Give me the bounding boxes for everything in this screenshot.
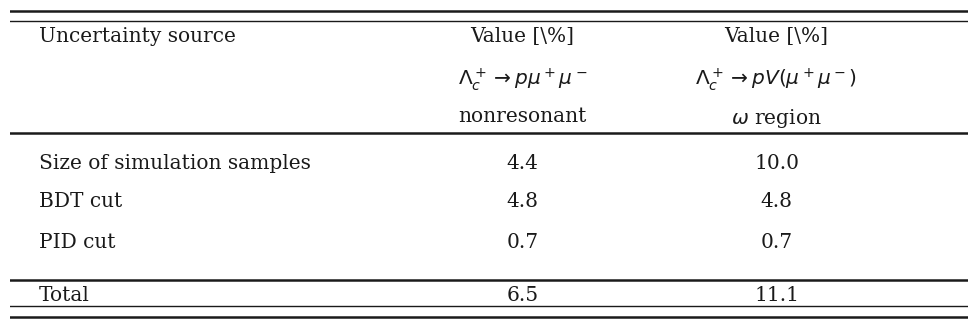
Text: $\omega$ region: $\omega$ region [731, 107, 821, 130]
Text: 6.5: 6.5 [506, 286, 538, 305]
Text: Total: Total [38, 286, 89, 305]
Text: $\Lambda_c^+ \to pV(\mu^+\mu^-)$: $\Lambda_c^+ \to pV(\mu^+\mu^-)$ [695, 66, 857, 93]
Text: 4.4: 4.4 [506, 154, 538, 173]
Text: $\Lambda_c^+ \to p\mu^+\mu^-$: $\Lambda_c^+ \to p\mu^+\mu^-$ [457, 66, 587, 93]
Text: 11.1: 11.1 [753, 286, 798, 305]
Text: 10.0: 10.0 [753, 154, 798, 173]
Text: Uncertainty source: Uncertainty source [38, 27, 235, 46]
Text: Value [\%]: Value [\%] [724, 27, 828, 46]
Text: PID cut: PID cut [38, 232, 115, 251]
Text: 4.8: 4.8 [760, 193, 791, 212]
Text: 0.7: 0.7 [506, 232, 538, 251]
Text: Size of simulation samples: Size of simulation samples [38, 154, 310, 173]
Text: Value [\%]: Value [\%] [470, 27, 573, 46]
Text: BDT cut: BDT cut [38, 193, 122, 212]
Text: 4.8: 4.8 [506, 193, 538, 212]
Text: 0.7: 0.7 [760, 232, 791, 251]
Text: nonresonant: nonresonant [458, 107, 586, 127]
